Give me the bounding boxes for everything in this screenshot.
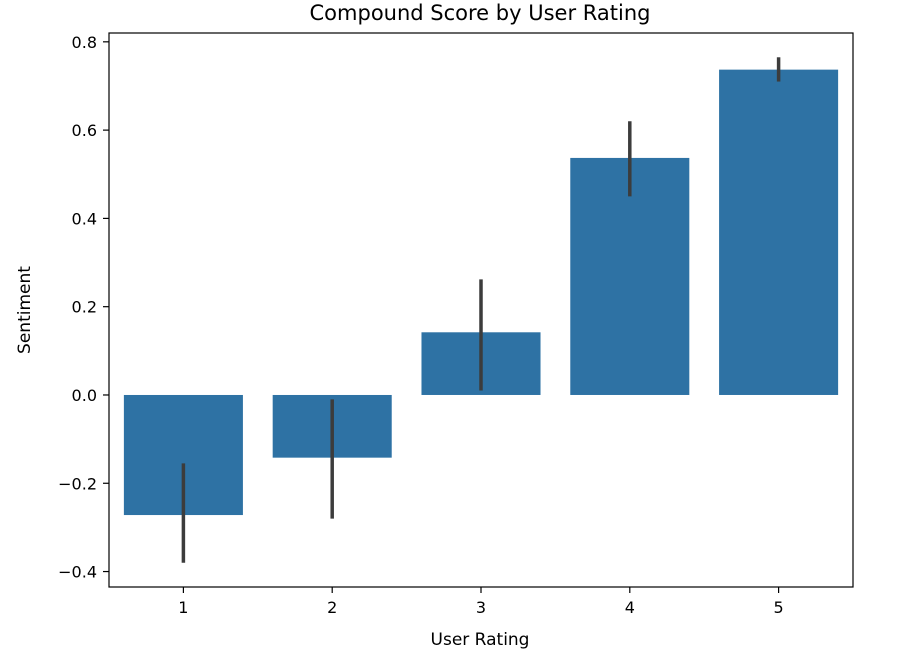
- y-tick-label: 0.2: [72, 298, 97, 317]
- plot-area: [123, 57, 839, 563]
- x-tick-label: 5: [774, 598, 784, 617]
- y-tick-label: −0.2: [58, 474, 97, 493]
- y-tick-label: 0.0: [72, 386, 97, 405]
- chart-title: Compound Score by User Rating: [310, 1, 651, 25]
- x-tick-label: 4: [625, 598, 635, 617]
- y-axis-label: Sentiment: [15, 266, 35, 354]
- y-tick-label: 0.8: [72, 33, 97, 52]
- axes: −0.4 −0.2 0.0 0.2 0.4 0.6 0.8 1 2 3 4 5: [58, 33, 784, 617]
- y-tick-label: 0.4: [72, 209, 97, 228]
- y-tick-label: −0.4: [58, 563, 97, 582]
- x-tick-label: 1: [178, 598, 188, 617]
- x-tick-label: 3: [476, 598, 486, 617]
- bar-rating-5: [719, 69, 839, 395]
- x-axis-label: User Rating: [431, 630, 530, 650]
- bar-rating-4: [570, 157, 690, 395]
- x-tick-label: 2: [327, 598, 337, 617]
- y-tick-label: 0.6: [72, 121, 97, 140]
